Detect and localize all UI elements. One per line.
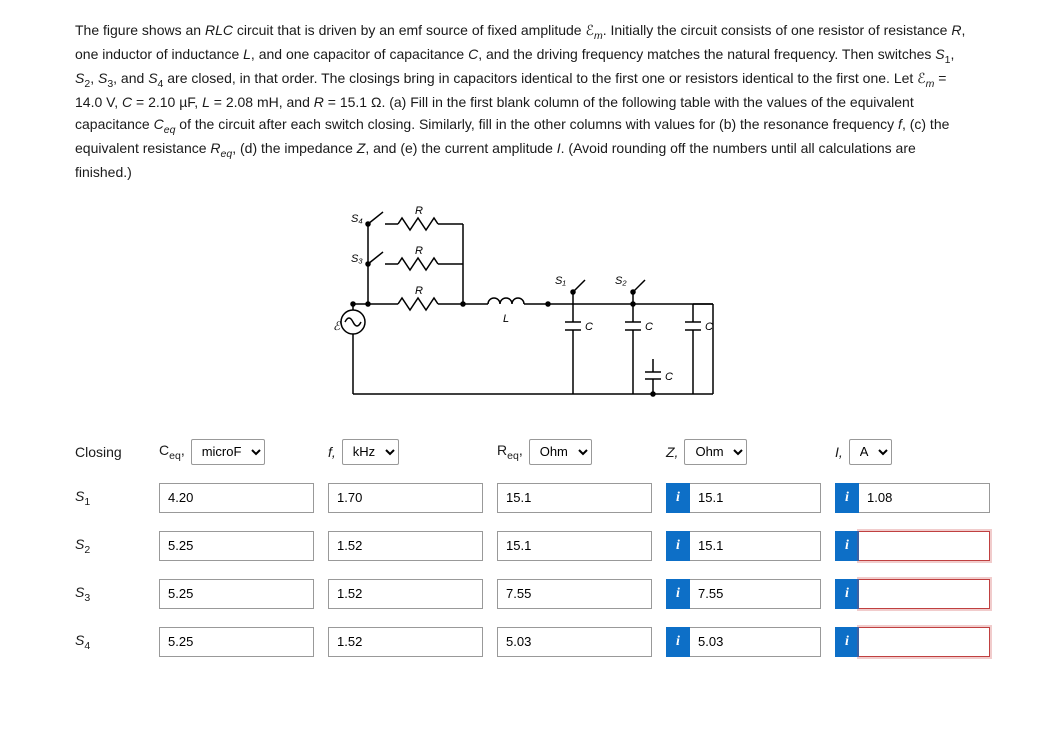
i-input[interactable] bbox=[859, 483, 990, 513]
i-cell: i bbox=[835, 627, 990, 657]
i-cell: i bbox=[835, 483, 990, 513]
req-input[interactable] bbox=[497, 483, 652, 513]
f-input[interactable] bbox=[328, 483, 483, 513]
svg-text:C: C bbox=[645, 321, 653, 333]
z-input[interactable] bbox=[690, 579, 821, 609]
info-icon[interactable]: i bbox=[835, 531, 859, 561]
info-icon[interactable]: i bbox=[835, 579, 859, 609]
z-cell: i bbox=[666, 483, 821, 513]
svg-text:S₄: S₄ bbox=[351, 213, 363, 225]
svg-text:S₂: S₂ bbox=[615, 275, 627, 287]
row-label: S4 bbox=[75, 632, 145, 652]
ceq-input[interactable] bbox=[159, 627, 314, 657]
circuit-diagram: ℰ R S₃ R S₄ bbox=[75, 204, 971, 414]
ceq-input[interactable] bbox=[159, 531, 314, 561]
info-icon[interactable]: i bbox=[835, 627, 859, 657]
svg-text:C: C bbox=[585, 321, 593, 333]
i-cell: i bbox=[835, 531, 990, 561]
header-ceq: Ceq, microF bbox=[159, 439, 314, 465]
ceq-unit-select[interactable]: microF bbox=[191, 439, 265, 465]
row-label: S2 bbox=[75, 536, 145, 556]
info-icon[interactable]: i bbox=[666, 483, 690, 513]
req-input[interactable] bbox=[497, 579, 652, 609]
i-input[interactable] bbox=[859, 627, 990, 657]
z-input[interactable] bbox=[690, 627, 821, 657]
z-input[interactable] bbox=[690, 531, 821, 561]
i-input[interactable] bbox=[859, 579, 990, 609]
i-unit-select[interactable]: A bbox=[849, 439, 892, 465]
f-unit-select[interactable]: kHz bbox=[342, 439, 399, 465]
info-icon[interactable]: i bbox=[666, 579, 690, 609]
svg-text:R: R bbox=[415, 245, 423, 257]
req-input[interactable] bbox=[497, 531, 652, 561]
z-cell: i bbox=[666, 627, 821, 657]
svg-text:R: R bbox=[415, 205, 423, 217]
header-f: f, kHz bbox=[328, 439, 483, 465]
svg-text:S₁: S₁ bbox=[555, 275, 566, 287]
problem-statement: The figure shows an RLC circuit that is … bbox=[75, 20, 971, 184]
svg-text:C: C bbox=[705, 321, 713, 333]
z-cell: i bbox=[666, 531, 821, 561]
f-input[interactable] bbox=[328, 627, 483, 657]
info-icon[interactable]: i bbox=[666, 531, 690, 561]
f-input[interactable] bbox=[328, 531, 483, 561]
row-label: S1 bbox=[75, 488, 145, 508]
req-unit-select[interactable]: Ohm bbox=[529, 439, 592, 465]
answer-table: Closing Ceq, microF f, kHz Req, Ohm Z, O… bbox=[75, 439, 971, 657]
ceq-input[interactable] bbox=[159, 483, 314, 513]
z-unit-select[interactable]: Ohm bbox=[684, 439, 747, 465]
header-i: I, A bbox=[835, 439, 990, 465]
svg-text:S₃: S₃ bbox=[351, 253, 363, 265]
info-icon[interactable]: i bbox=[666, 627, 690, 657]
info-icon[interactable]: i bbox=[835, 483, 859, 513]
svg-text:C: C bbox=[665, 371, 673, 383]
req-input[interactable] bbox=[497, 627, 652, 657]
header-req: Req, Ohm bbox=[497, 439, 652, 465]
header-z: Z, Ohm bbox=[666, 439, 821, 465]
svg-text:R: R bbox=[415, 285, 423, 297]
i-cell: i bbox=[835, 579, 990, 609]
ceq-input[interactable] bbox=[159, 579, 314, 609]
f-input[interactable] bbox=[328, 579, 483, 609]
header-closing: Closing bbox=[75, 444, 145, 460]
z-input[interactable] bbox=[690, 483, 821, 513]
z-cell: i bbox=[666, 579, 821, 609]
svg-text:L: L bbox=[503, 313, 509, 325]
i-input[interactable] bbox=[859, 531, 990, 561]
row-label: S3 bbox=[75, 584, 145, 604]
